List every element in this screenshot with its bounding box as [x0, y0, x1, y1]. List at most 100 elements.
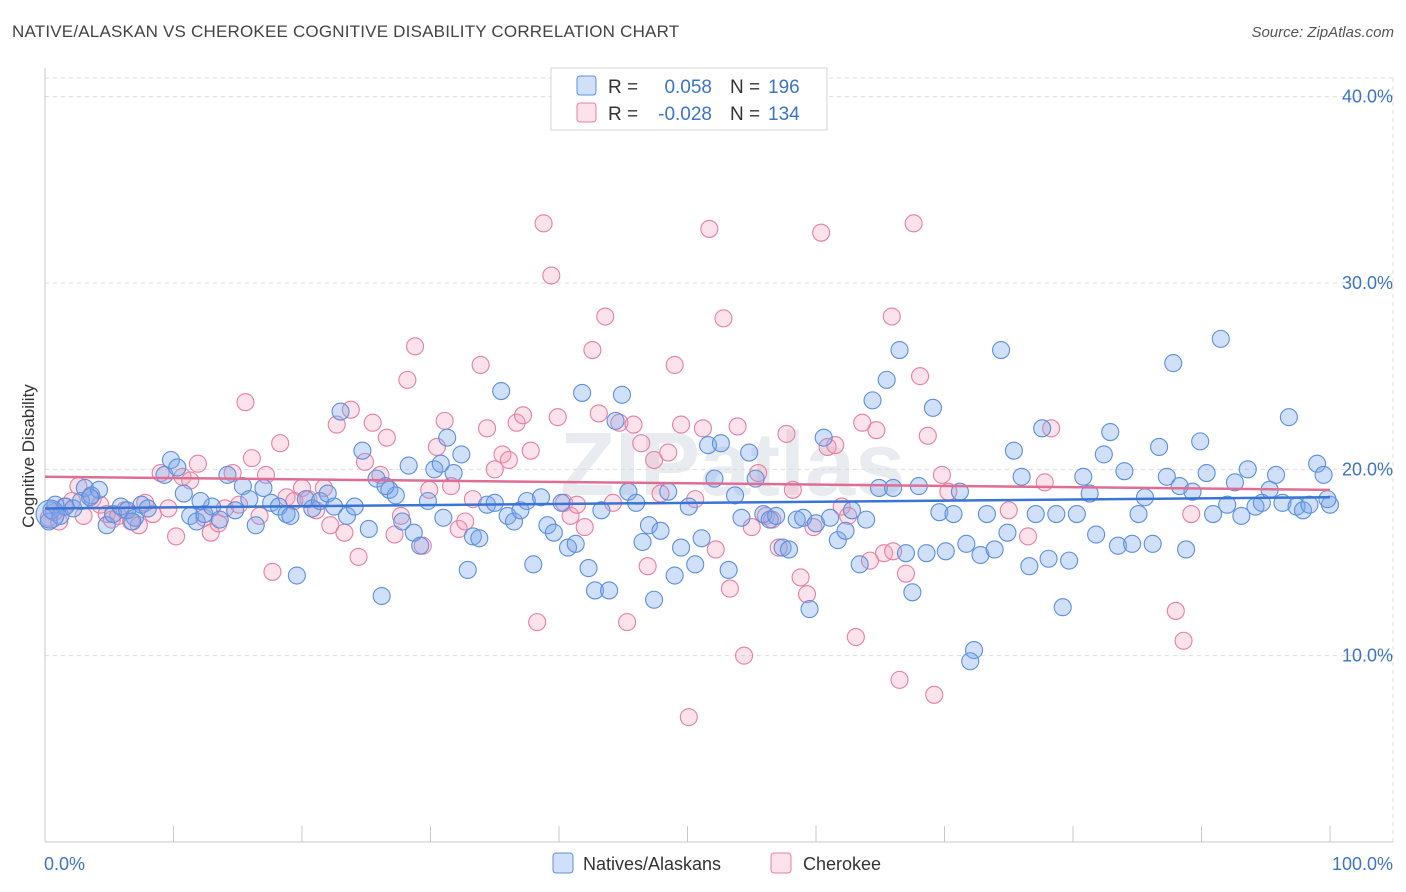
- natives-point: [814, 428, 833, 447]
- natives-point: [779, 540, 799, 559]
- cherokee-point: [693, 419, 712, 438]
- legend-row-natives: R = 0.058 N = 196: [576, 75, 800, 98]
- natives-point: [367, 469, 386, 488]
- natives-point: [965, 641, 984, 660]
- y-tick-label: 30.0%: [1342, 273, 1393, 293]
- cherokee-point: [499, 450, 518, 470]
- natives-point: [800, 600, 819, 619]
- natives-point: [612, 385, 632, 404]
- natives-point: [1123, 534, 1142, 553]
- cherokee-point: [561, 506, 580, 525]
- cherokee-point: [1182, 504, 1201, 524]
- natives-point: [857, 510, 876, 529]
- cherokee-point: [398, 370, 417, 389]
- cherokee-point: [890, 670, 909, 689]
- cherokee-point: [867, 421, 886, 440]
- natives-point: [1060, 551, 1079, 570]
- natives-point: [1020, 557, 1039, 576]
- natives-point: [1129, 504, 1148, 524]
- cherokee-point: [463, 490, 482, 509]
- natives-point: [877, 370, 896, 389]
- natives-point: [585, 581, 605, 600]
- bottom-legend-swatch-natives: [552, 852, 574, 874]
- natives-point: [1300, 495, 1319, 514]
- natives-point: [281, 506, 300, 525]
- natives-point: [1191, 432, 1210, 451]
- natives-point: [923, 398, 942, 417]
- bottom-legend: Natives/Alaskans Cherokee: [552, 852, 881, 874]
- natives-point: [118, 501, 137, 520]
- natives-point: [633, 532, 652, 552]
- natives-point: [930, 503, 949, 522]
- natives-point: [296, 490, 315, 509]
- cherokee-point: [728, 417, 747, 436]
- natives-point: [1094, 445, 1113, 464]
- natives-point: [438, 428, 457, 447]
- natives-point: [936, 542, 955, 561]
- natives-point: [645, 590, 664, 609]
- natives-point: [1026, 504, 1045, 524]
- natives-point: [1012, 467, 1031, 486]
- natives-point: [168, 458, 187, 477]
- natives-point: [1225, 473, 1244, 492]
- natives-point: [372, 586, 391, 606]
- cherokee-point: [896, 564, 916, 583]
- natives-point: [957, 534, 976, 553]
- cherokee-point: [999, 501, 1018, 520]
- cherokee-point: [818, 437, 837, 457]
- natives-point: [97, 516, 116, 535]
- natives-point: [579, 559, 598, 578]
- natives-point: [191, 491, 210, 511]
- cherokee-point: [860, 551, 880, 570]
- natives-point: [538, 516, 557, 535]
- natives-point: [431, 454, 450, 473]
- cherokee-point: [777, 424, 796, 443]
- cherokee-point: [812, 223, 831, 242]
- cherokee-point: [618, 613, 637, 632]
- natives-point: [1211, 329, 1230, 348]
- natives-point: [977, 504, 996, 524]
- natives-point: [1143, 534, 1162, 553]
- legend-n-value: 134: [768, 104, 800, 125]
- natives-point: [1087, 525, 1106, 544]
- natives-point: [1157, 467, 1176, 486]
- natives-point: [104, 504, 123, 524]
- natives-point: [492, 382, 511, 401]
- cherokee-point: [672, 415, 691, 434]
- natives-point: [331, 402, 350, 421]
- chart-title: NATIVE/ALASKAN VS CHEROKEE COGNITIVE DIS…: [12, 22, 680, 41]
- natives-point: [1047, 504, 1066, 524]
- natives-point: [337, 506, 357, 525]
- natives-point: [452, 445, 471, 464]
- natives-point: [470, 529, 489, 548]
- natives-point: [944, 504, 963, 524]
- natives-point: [1115, 462, 1134, 481]
- natives-point: [566, 534, 585, 553]
- natives-point: [998, 523, 1017, 542]
- natives-point: [544, 523, 563, 542]
- cherokee-point: [1018, 527, 1038, 546]
- y-tick-label: 10.0%: [1342, 646, 1393, 666]
- cherokee-point: [236, 393, 255, 412]
- y-axis-title: Cognitive Disability: [19, 384, 38, 528]
- cherokee-point: [904, 214, 923, 233]
- cherokee-point: [791, 568, 810, 587]
- x-tick-label-min: 0.0%: [44, 854, 85, 874]
- cherokee-point: [349, 547, 368, 566]
- cherokee-point: [911, 367, 930, 386]
- natives-point: [1197, 463, 1216, 483]
- cherokee-point: [575, 518, 594, 537]
- natives-point: [386, 486, 405, 505]
- natives-trend-line: [44, 496, 1331, 510]
- natives-point: [991, 341, 1011, 360]
- cherokee-point: [201, 523, 220, 542]
- natives-point: [1033, 419, 1052, 438]
- natives-point: [672, 538, 691, 557]
- cherokee-point: [507, 413, 526, 432]
- cherokee-point: [534, 214, 553, 233]
- natives-point: [504, 512, 524, 531]
- legend-row-cherokee: R = -0.028 N = 134: [576, 102, 800, 125]
- natives-point: [399, 456, 418, 475]
- natives-point: [711, 434, 730, 453]
- natives-point: [1266, 465, 1286, 484]
